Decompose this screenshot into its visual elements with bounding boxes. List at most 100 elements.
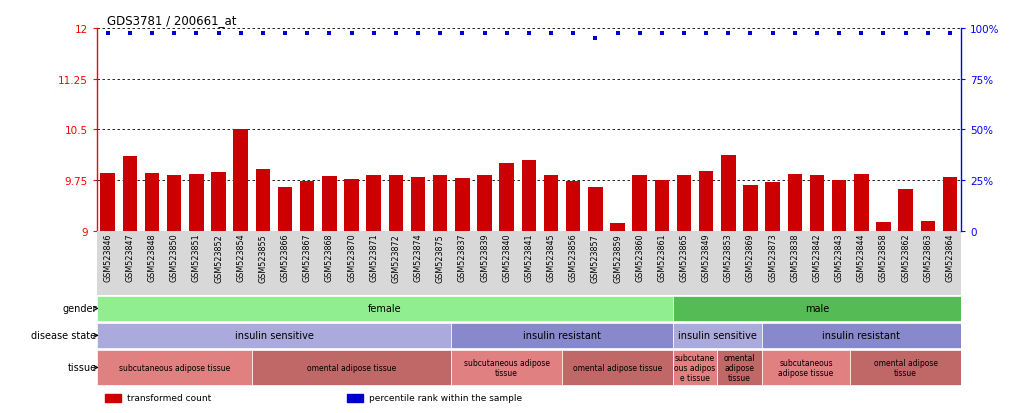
Bar [322, 177, 337, 231]
Text: GSM523841: GSM523841 [525, 233, 533, 282]
Text: GSM523840: GSM523840 [502, 233, 512, 282]
Text: percentile rank within the sample: percentile rank within the sample [369, 393, 522, 402]
Bar [544, 176, 558, 231]
Bar [762, 351, 850, 385]
Bar [456, 179, 470, 231]
Bar [717, 351, 762, 385]
Text: GSM523862: GSM523862 [901, 233, 910, 282]
Text: GSM523847: GSM523847 [125, 233, 134, 282]
Text: GSM523850: GSM523850 [170, 233, 179, 282]
Bar [721, 156, 735, 231]
Bar [673, 297, 961, 321]
Bar [97, 323, 452, 348]
Bar [854, 175, 869, 231]
Text: GSM523867: GSM523867 [303, 233, 311, 282]
Bar [452, 351, 562, 385]
Text: GSM523870: GSM523870 [347, 233, 356, 282]
Text: subcutane
ous adipos
e tissue: subcutane ous adipos e tissue [674, 353, 716, 382]
Text: GSM523851: GSM523851 [192, 233, 201, 282]
Bar [366, 176, 381, 231]
Bar [676, 176, 692, 231]
Text: subcutaneous adipose tissue: subcutaneous adipose tissue [119, 363, 230, 372]
Text: GSM523842: GSM523842 [813, 233, 822, 282]
Bar [388, 175, 403, 231]
Bar [633, 176, 647, 231]
Bar [300, 182, 314, 231]
Text: GSM523855: GSM523855 [258, 233, 267, 282]
Text: tissue: tissue [67, 363, 97, 373]
Text: GSM523845: GSM523845 [546, 233, 555, 282]
Bar [898, 190, 913, 231]
Bar [762, 323, 961, 348]
Bar [655, 181, 669, 231]
Text: GSM523872: GSM523872 [392, 233, 401, 282]
Text: GSM523874: GSM523874 [414, 233, 422, 282]
Bar [167, 176, 181, 231]
Text: GSM523849: GSM523849 [702, 233, 711, 282]
Text: GSM523868: GSM523868 [324, 233, 334, 282]
Bar [477, 176, 491, 231]
Text: GSM523865: GSM523865 [679, 233, 689, 282]
Bar [101, 174, 115, 231]
Text: GSM523858: GSM523858 [879, 233, 888, 282]
Bar [278, 188, 292, 231]
Text: GSM523854: GSM523854 [236, 233, 245, 282]
Bar [144, 174, 160, 231]
Text: transformed count: transformed count [127, 393, 212, 402]
Text: GSM523843: GSM523843 [835, 233, 844, 282]
Bar [810, 176, 824, 231]
Bar [562, 351, 673, 385]
Text: GSM523857: GSM523857 [591, 233, 600, 282]
Bar [252, 351, 452, 385]
Text: gender: gender [62, 304, 97, 314]
Text: GSM523875: GSM523875 [435, 233, 444, 282]
Text: GSM523864: GSM523864 [946, 233, 955, 282]
Bar [943, 178, 957, 231]
Text: female: female [368, 304, 402, 314]
Bar [499, 164, 514, 231]
Text: GSM523848: GSM523848 [147, 233, 157, 282]
Text: omental
adipose
tissue: omental adipose tissue [724, 353, 756, 382]
Text: insulin resistant: insulin resistant [823, 330, 900, 341]
Bar [106, 394, 121, 402]
Text: GSM523861: GSM523861 [657, 233, 666, 282]
Text: GSM523860: GSM523860 [636, 233, 644, 282]
Bar [920, 221, 935, 231]
Bar [189, 175, 203, 231]
Bar [255, 169, 271, 231]
Text: omental adipose
tissue: omental adipose tissue [874, 358, 938, 377]
Text: GSM523839: GSM523839 [480, 233, 489, 282]
Text: GSM523838: GSM523838 [790, 233, 799, 282]
Bar [850, 351, 961, 385]
Text: GSM523873: GSM523873 [768, 233, 777, 282]
Text: GSM523871: GSM523871 [369, 233, 378, 282]
Text: GSM523853: GSM523853 [724, 233, 733, 282]
Text: GSM523856: GSM523856 [569, 233, 578, 282]
Text: GSM523846: GSM523846 [103, 233, 112, 282]
Bar [97, 297, 673, 321]
Bar [234, 130, 248, 231]
Bar [877, 223, 891, 231]
Text: GSM523866: GSM523866 [281, 233, 290, 282]
Bar [832, 181, 846, 231]
Text: disease state: disease state [32, 330, 97, 341]
Bar [345, 179, 359, 231]
Bar [566, 182, 581, 231]
Text: omental adipose tissue: omental adipose tissue [307, 363, 397, 372]
Bar [673, 323, 762, 348]
Bar [348, 394, 363, 402]
Bar [411, 178, 425, 231]
Bar [588, 188, 602, 231]
Bar [452, 323, 673, 348]
Bar [123, 157, 137, 231]
Bar [433, 176, 447, 231]
Text: subcutaneous adipose
tissue: subcutaneous adipose tissue [464, 358, 549, 377]
Bar [212, 173, 226, 231]
Text: GSM523869: GSM523869 [746, 233, 755, 282]
Text: male: male [804, 304, 829, 314]
Bar [699, 172, 713, 231]
Text: GSM523844: GSM523844 [856, 233, 865, 282]
Text: GSM523837: GSM523837 [458, 233, 467, 282]
Text: omental adipose tissue: omental adipose tissue [573, 363, 662, 372]
Text: subcutaneous
adipose tissue: subcutaneous adipose tissue [778, 358, 834, 377]
